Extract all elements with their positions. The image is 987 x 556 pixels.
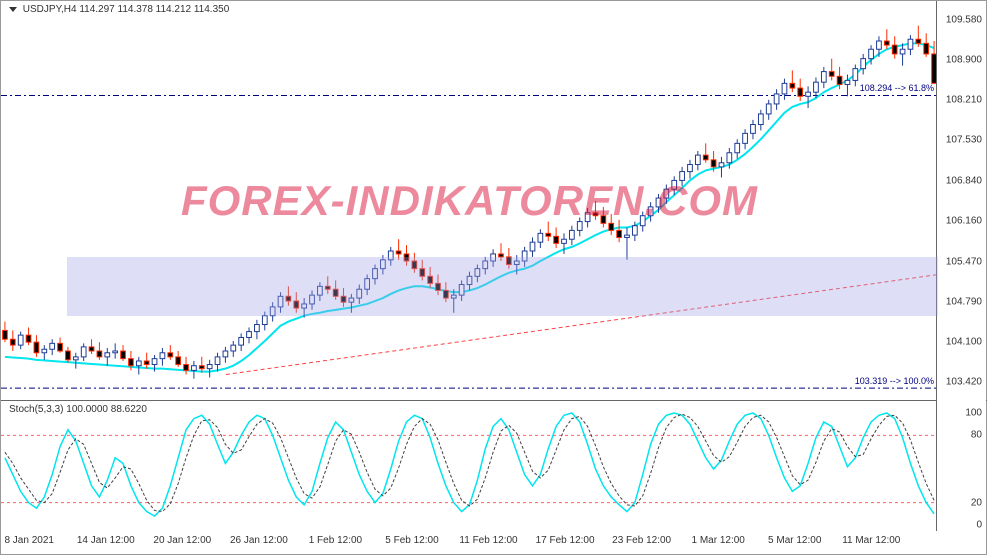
time-tick-label: 17 Feb 12:00 [536, 535, 595, 546]
indicator-tick-label: 20 [971, 497, 982, 508]
price-tick-label: 107.530 [946, 135, 982, 146]
indicator-tick-label: 100 [965, 408, 982, 419]
price-tick-label: 109.580 [946, 14, 982, 25]
indicator-svg [1, 401, 938, 531]
symbol-pair: USDJPY [23, 4, 61, 15]
symbol-badge[interactable]: USDJPY,H4 114.297 114.378 114.212 114.35… [9, 4, 229, 15]
chart-container: USDJPY,H4 114.297 114.378 114.212 114.35… [0, 0, 987, 555]
stochastic-chart[interactable] [1, 401, 987, 531]
time-tick-label: 1 Feb 12:00 [309, 535, 362, 546]
fib-level-label: 108.294 --> 61.8% [860, 83, 934, 93]
price-tick-label: 108.900 [946, 54, 982, 65]
fib-level-label: 103.319 --> 100.0% [855, 376, 934, 386]
price-tick-label: 106.160 [946, 216, 982, 227]
time-tick-label: 11 Mar 12:00 [842, 535, 900, 546]
indicator-tick-label: 0 [976, 520, 982, 531]
indicator-values: 100.0000 88.6220 [66, 404, 147, 415]
time-tick-label: 1 Mar 12:00 [691, 535, 744, 546]
price-tick-label: 103.420 [946, 377, 982, 388]
time-tick-label: 23 Feb 12:00 [612, 535, 671, 546]
price-tick-label: 104.790 [946, 296, 982, 307]
symbol-tf: H4 [64, 4, 77, 15]
main-chart-svg [1, 1, 938, 401]
price-tick-label: 105.470 [946, 256, 982, 267]
price-tick-label: 106.840 [946, 176, 982, 187]
indicator-y-axis: 100 80 20 0 [936, 401, 986, 531]
indicator-tick-label: 80 [971, 430, 982, 441]
symbol-ohlc: 114.297 114.378 114.212 114.350 [79, 4, 229, 15]
time-tick-label: 8 Jan 2021 [4, 535, 54, 546]
time-tick-label: 20 Jan 12:00 [153, 535, 211, 546]
time-tick-label: 11 Feb 12:00 [459, 535, 517, 546]
dropdown-arrow-icon [9, 7, 17, 12]
time-tick-label: 5 Feb 12:00 [385, 535, 438, 546]
time-tick-label: 26 Jan 12:00 [230, 535, 288, 546]
price-y-axis: 109.580 108.900 108.210 107.530 106.840 106.1… [936, 1, 986, 401]
indicator-title: Stoch(5,3,3) 100.0000 88.6220 [9, 404, 147, 415]
time-tick-label: 14 Jan 12:00 [77, 535, 135, 546]
indicator-params: (5,3,3) [35, 404, 64, 415]
indicator-plot-area [1, 401, 938, 531]
price-tick-label: 108.210 [946, 95, 982, 106]
time-tick-label: 5 Mar 12:00 [768, 535, 821, 546]
time-x-axis: 8 Jan 2021 14 Jan 12:00 20 Jan 12:00 26 Jan… [1, 531, 987, 556]
indicator-name: Stoch [9, 404, 35, 415]
main-price-chart[interactable]: FOREX-INDIKATOREN.COM 108.294 --> 61.8%1… [1, 1, 987, 401]
price-tick-label: 104.100 [946, 337, 982, 348]
support-zone-band [67, 257, 938, 316]
main-plot-area: FOREX-INDIKATOREN.COM 108.294 --> 61.8%1… [1, 1, 938, 401]
